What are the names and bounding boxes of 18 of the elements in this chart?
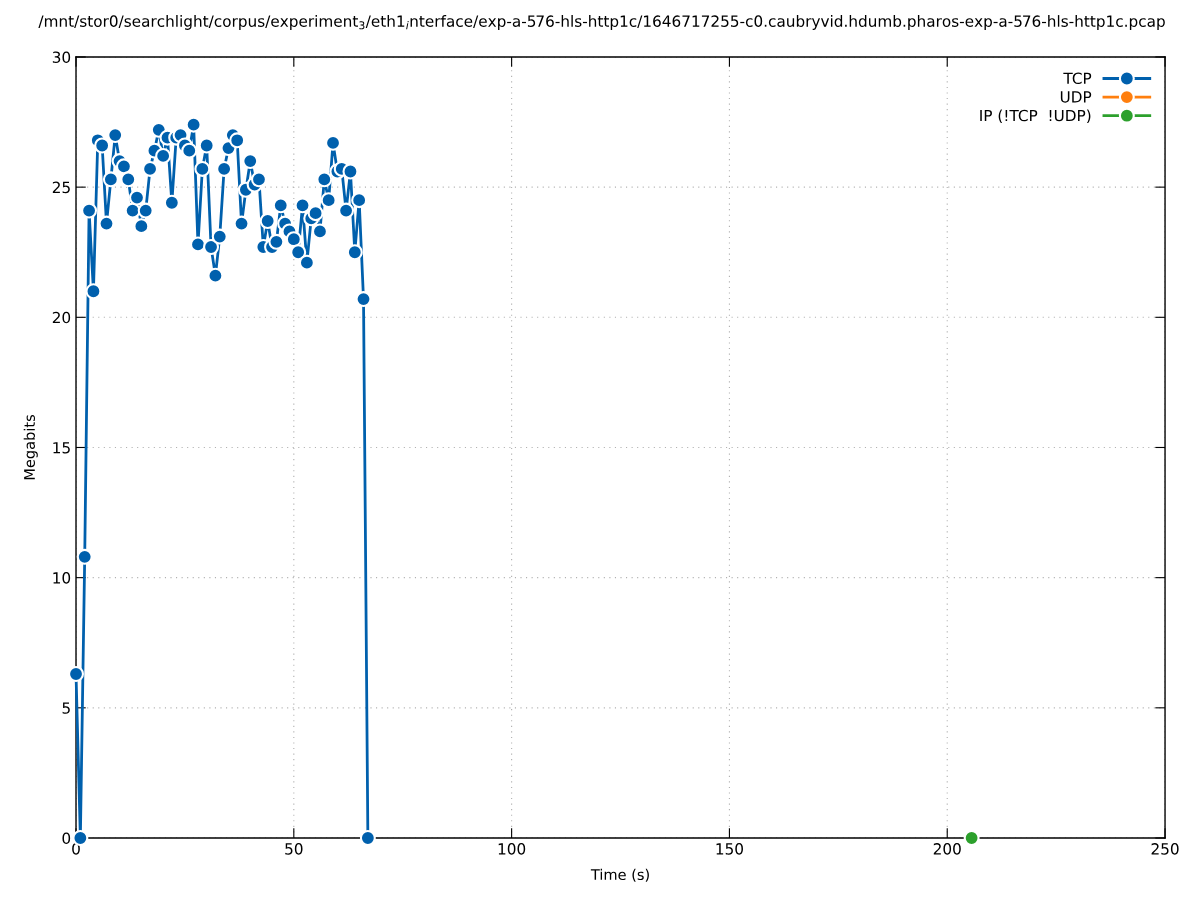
- x-tick-label: 100: [498, 843, 526, 855]
- x-tick-label: 250: [1151, 843, 1179, 855]
- y-tick-label: 5: [62, 702, 70, 714]
- y-tick-label: 30: [52, 51, 71, 63]
- x-tick-label: 50: [285, 843, 303, 855]
- x-tick-label: 200: [933, 843, 961, 855]
- x-axis-title: Time (s): [590, 868, 649, 882]
- y-tick-label: 10: [53, 572, 71, 584]
- y-tick-label: 25: [52, 181, 70, 194]
- y-tick-label: 15: [53, 442, 70, 454]
- y-tick-label: 20: [52, 311, 71, 324]
- chart-title: /mnt/stor0/searchlight/corpus/experiment$_{3}$/eth1$_{i}$nterface/exp-a-576-hls-http1c/1646717255-c0.caubryvid.hdumb.pharos-exp-a-576-hls-http1c.pcap: [38, 15, 1165, 30]
- x-tick-label: 150: [716, 843, 743, 855]
- y-tick-label: 0: [62, 832, 71, 845]
- legend-label: UDP: [1060, 91, 1092, 103]
- legend-label: IP (!TCP !UDP): [980, 109, 1091, 124]
- legend-label: TCP: [1063, 72, 1092, 85]
- y-axis-title: Megabits: [23, 415, 38, 480]
